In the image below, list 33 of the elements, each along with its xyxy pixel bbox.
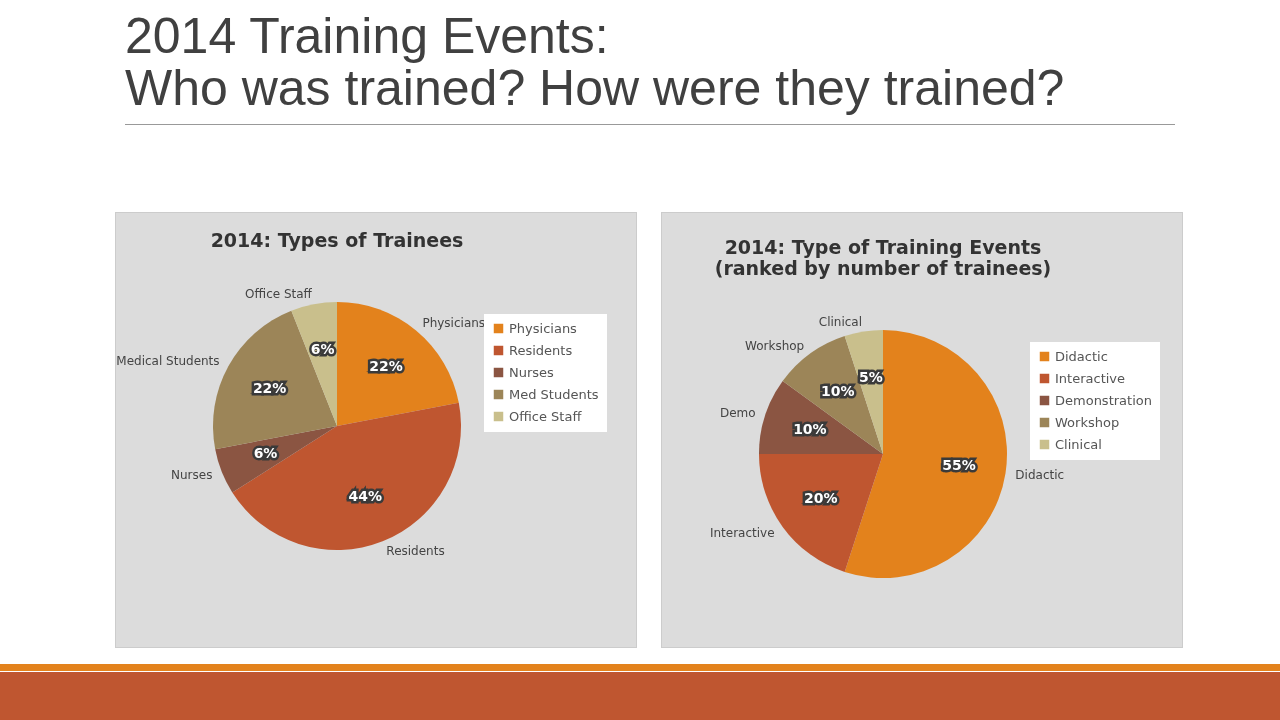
- text: Office Staff: [245, 287, 313, 302]
- data-label: 22%: [252, 379, 287, 396]
- legend-label: Demonstration: [1055, 392, 1152, 408]
- text: Workshop: [745, 338, 805, 353]
- chart-title: 2014: Type of Training Events (ranked by number of trainees): [714, 236, 1052, 279]
- legend-label: Residents: [509, 342, 573, 358]
- data-label: 22%: [369, 357, 403, 374]
- data-label: 5%: [859, 369, 883, 386]
- data-label: 10%: [821, 382, 855, 399]
- text: Medical Students: [116, 354, 220, 369]
- text: Physicians: [422, 315, 486, 330]
- text: Clinical: [818, 314, 863, 329]
- legend-label: Nurses: [509, 364, 555, 380]
- legend-label: Workshop: [1055, 414, 1120, 430]
- text: Demo: [719, 405, 756, 420]
- text: Residents: [386, 543, 445, 558]
- legend-label: Med Students: [509, 386, 599, 402]
- data-label: 20%: [804, 490, 838, 507]
- data-label: 6%: [253, 445, 278, 462]
- legend-label: Interactive: [1055, 370, 1126, 386]
- legend-label: Office Staff: [509, 408, 583, 424]
- text: 2014 Training Events: Who was trained? How were they trained?: [125, 8, 1066, 116]
- text: Interactive: [709, 525, 775, 540]
- legend-label: Didactic: [1055, 348, 1108, 364]
- data-label: 10%: [793, 421, 827, 438]
- data-label: 55%: [942, 457, 976, 474]
- data-label: 44%: [348, 488, 383, 505]
- text: Nurses: [171, 468, 213, 483]
- legend-label: Physicians: [509, 320, 578, 336]
- data-label: 6%: [310, 341, 335, 358]
- legend-label: Clinical: [1055, 436, 1102, 452]
- chart-title: 2014: Types of Trainees: [210, 229, 464, 251]
- text: Didactic: [1015, 467, 1065, 482]
